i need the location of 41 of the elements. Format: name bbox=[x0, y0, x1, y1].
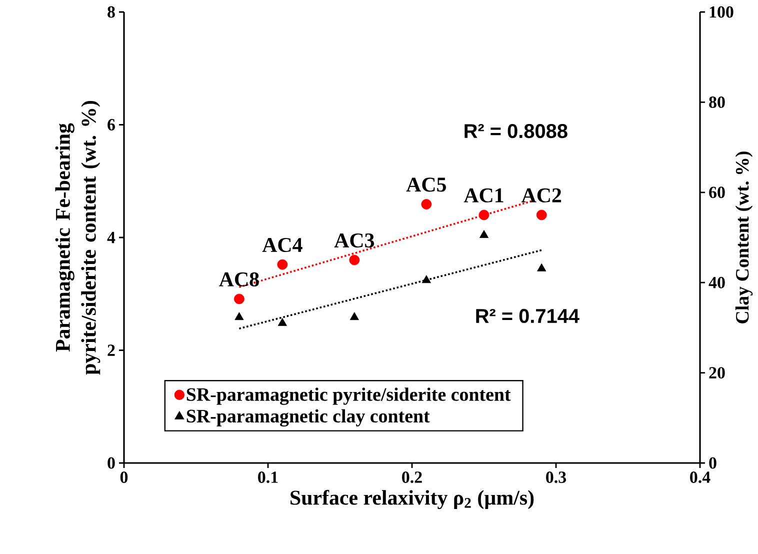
annotation: AC5 bbox=[406, 178, 446, 192]
annotation: AC3 bbox=[334, 233, 374, 248]
annotation: R² = 0.7144 bbox=[476, 308, 580, 324]
y2-tick-label: 60 bbox=[709, 186, 725, 198]
x-tick-label: 0.1 bbox=[258, 472, 278, 484]
y2-tick-label: 20 bbox=[709, 367, 725, 379]
point bbox=[350, 312, 359, 320]
annotation: AC4 bbox=[262, 238, 302, 252]
y-tick-label: 0 bbox=[108, 457, 115, 469]
y2-tick-label: 100 bbox=[710, 6, 734, 18]
y2-axis-title: Clay Content (wt. %) bbox=[735, 152, 753, 324]
y2-tick-label: 40 bbox=[708, 276, 725, 288]
y-tick-label: 2 bbox=[108, 344, 115, 356]
point bbox=[537, 263, 546, 272]
annotation: AC8 bbox=[219, 272, 259, 286]
legend-label: SR-paramagnetic pyrite/siderite content bbox=[186, 388, 511, 405]
point bbox=[536, 210, 547, 220]
y2-tick-label: 0 bbox=[709, 457, 716, 469]
point bbox=[422, 275, 431, 284]
point bbox=[421, 199, 432, 210]
x-tick-label: 0.2 bbox=[402, 472, 422, 484]
point bbox=[234, 294, 244, 304]
y2-tick-label: 80 bbox=[709, 96, 725, 108]
point bbox=[479, 230, 489, 238]
point bbox=[234, 312, 244, 320]
point bbox=[349, 254, 360, 266]
point bbox=[277, 259, 288, 270]
annotation: AC1 bbox=[464, 188, 504, 202]
x-tick-label: 0.4 bbox=[690, 472, 710, 484]
point bbox=[278, 318, 287, 326]
x-tick-label: 0 bbox=[120, 472, 128, 483]
y-tick-label: 8 bbox=[108, 6, 115, 18]
x-axis-title: Surface relaxivity ρ$_{2}$ (µm/s) bbox=[290, 490, 534, 510]
point bbox=[478, 210, 490, 220]
y-tick-label: 6 bbox=[108, 119, 115, 130]
x-tick-label: 0.3 bbox=[546, 472, 566, 484]
legend-label: SR-paramagnetic clay content bbox=[186, 409, 430, 427]
y-axis-title: Paramagnetic Fe-bearing pyrite/siderite content (wt. %) bbox=[55, 101, 100, 375]
annotation: R² = 0.8088 bbox=[464, 124, 568, 138]
y-tick-label: 4 bbox=[107, 232, 116, 244]
annotation: AC2 bbox=[521, 188, 562, 202]
